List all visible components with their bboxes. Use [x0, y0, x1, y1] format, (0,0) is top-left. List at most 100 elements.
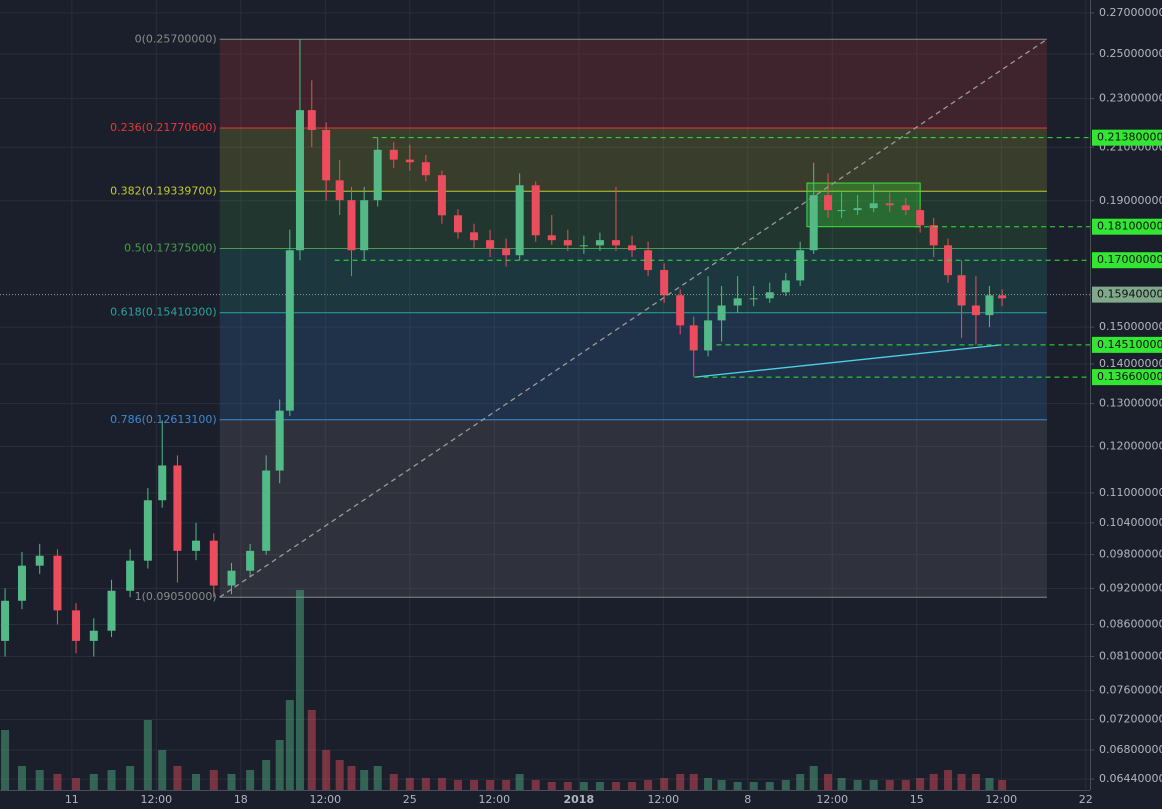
- candle-body: [246, 550, 255, 571]
- price-label: 0.21380000: [1097, 131, 1162, 144]
- volume-bar: [322, 750, 331, 790]
- candle-body: [285, 250, 294, 411]
- fib-zone: [219, 419, 1047, 598]
- volume-bar: [531, 780, 540, 790]
- fib-zone: [219, 39, 1047, 128]
- x-tick-label: 12:00: [478, 793, 510, 806]
- candle-body: [971, 305, 980, 316]
- candle-body: [781, 280, 790, 293]
- price-label-box: [1092, 252, 1162, 269]
- y-tick-label: 0.06800000: [1099, 743, 1162, 756]
- volume-bar: [901, 780, 910, 790]
- fib-zone: [219, 191, 1047, 249]
- candle-body: [563, 240, 572, 246]
- volume-bar: [660, 778, 669, 790]
- volume-bar: [173, 766, 182, 790]
- volume-bar: [765, 782, 774, 790]
- candle-body: [733, 298, 742, 306]
- candle-body: [837, 210, 846, 212]
- volume-bar: [809, 766, 818, 790]
- price-label-box: [1092, 369, 1162, 386]
- y-tick-label: 0.09800000: [1099, 548, 1162, 561]
- y-tick-label: 0.23000000: [1099, 92, 1162, 105]
- candle-body: [660, 270, 669, 296]
- candle-body: [107, 590, 116, 631]
- x-tick-label: 12:00: [816, 793, 848, 806]
- volume-bar: [595, 782, 604, 790]
- volume-bar: [262, 760, 271, 790]
- volume-bar: [246, 770, 255, 790]
- volume-bar: [644, 780, 653, 790]
- price-label-box: [1092, 286, 1162, 303]
- volume-bar: [192, 774, 201, 790]
- fib-zone: [219, 127, 1047, 192]
- candle-body: [335, 180, 344, 201]
- fib-label: 1(0.09050000): [135, 590, 217, 603]
- volume-bar: [107, 770, 116, 790]
- x-tick-label: 12:00: [647, 793, 679, 806]
- candle-body: [611, 240, 620, 246]
- candle-body: [143, 500, 152, 561]
- candle-body: [470, 232, 479, 241]
- volume-bar: [676, 774, 685, 790]
- price-label: 0.15940000: [1097, 288, 1162, 301]
- volume-bar: [689, 774, 698, 790]
- volume-bar: [335, 760, 344, 790]
- candle-body: [173, 465, 182, 551]
- volume-bar: [733, 782, 742, 790]
- volume-bar: [502, 780, 511, 790]
- candle-body: [275, 410, 284, 471]
- y-tick-label: 0.15000000: [1099, 320, 1162, 333]
- y-tick-label: 0.12000000: [1099, 439, 1162, 452]
- candle-body: [227, 570, 236, 586]
- volume-bar: [929, 774, 938, 790]
- y-tick-label: 0.14000000: [1099, 357, 1162, 370]
- volume-bar: [227, 774, 236, 790]
- x-tick-label: 12:00: [985, 793, 1017, 806]
- x-tick-label: 22: [1079, 793, 1093, 806]
- candle-body: [869, 203, 878, 209]
- x-tick-label: 15: [910, 793, 924, 806]
- candle-body: [262, 470, 271, 551]
- candle-body: [809, 195, 818, 251]
- candle-body: [929, 225, 938, 246]
- volume-bar: [360, 770, 369, 790]
- price-label-box: [1092, 218, 1162, 235]
- volume-bar: [1, 730, 10, 790]
- candle-body: [916, 210, 925, 226]
- fib-zone: [219, 248, 1047, 313]
- volume-bar: [957, 774, 966, 790]
- x-tick-label: 25: [403, 793, 417, 806]
- candle-body: [853, 208, 862, 211]
- candle-body: [901, 205, 910, 211]
- candle-body: [1, 600, 10, 641]
- volume-bar: [470, 780, 479, 790]
- fib-zone: [219, 312, 1047, 420]
- volume-bar: [515, 774, 524, 790]
- candle-body: [628, 245, 637, 251]
- candle-body: [765, 292, 774, 299]
- candle-body: [126, 560, 135, 591]
- x-tick-label: 18: [234, 793, 248, 806]
- price-label-box: [1092, 129, 1162, 146]
- candle-body: [704, 320, 713, 351]
- volume-bar: [307, 710, 316, 790]
- volume-bar: [869, 780, 878, 790]
- candle-body: [502, 248, 511, 256]
- fib-label: 0.5(0.17375000): [124, 242, 217, 255]
- y-tick-label: 0.25000000: [1099, 47, 1162, 60]
- price-label: 0.14510000: [1097, 338, 1162, 351]
- candle-body: [322, 129, 331, 181]
- candle-body: [405, 159, 414, 163]
- candle-body: [998, 295, 1007, 299]
- volume-bar: [72, 778, 81, 790]
- volume-bar: [453, 780, 462, 790]
- candle-body: [579, 245, 588, 247]
- volume-bar: [486, 780, 495, 790]
- price-label: 0.17000000: [1097, 253, 1162, 266]
- y-tick-label: 0.19000000: [1099, 194, 1162, 207]
- volume-bar: [285, 700, 294, 790]
- candle-body: [72, 610, 81, 641]
- volume-bar: [35, 770, 44, 790]
